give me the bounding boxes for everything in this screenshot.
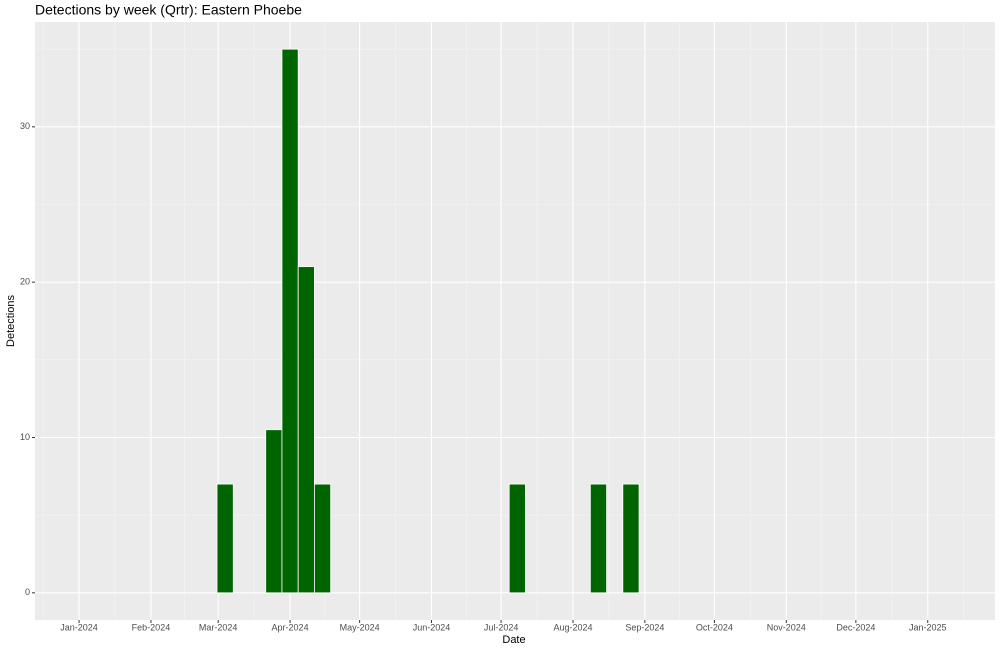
chart-title: Detections by week (Qrtr): Eastern Phoeb…: [35, 2, 302, 18]
bar: [216, 483, 234, 594]
y-tick-label: 30: [20, 121, 30, 131]
x-tick-label: May-2024: [340, 622, 380, 632]
x-tick-label: Mar-2024: [199, 622, 238, 632]
x-tick-label: Oct-2024: [696, 622, 733, 632]
x-axis-title: Date: [502, 634, 525, 646]
x-tick-label: Nov-2024: [767, 622, 806, 632]
y-tick-label: 20: [20, 277, 30, 287]
bar: [589, 483, 607, 594]
y-tick-label: 10: [20, 432, 30, 442]
y-axis-title: Detections: [5, 295, 17, 347]
bar: [314, 483, 332, 594]
x-tick-label: Sep-2024: [625, 622, 664, 632]
x-tick-label: Jun-2024: [413, 622, 451, 632]
x-tick-label: Apr-2024: [272, 622, 309, 632]
x-tick-label: Feb-2024: [132, 622, 171, 632]
bar: [265, 429, 283, 594]
x-tick-label: Dec-2024: [836, 622, 875, 632]
bar: [508, 483, 526, 594]
x-tick-label: Jul-2024: [484, 622, 519, 632]
bar: [622, 483, 640, 594]
bar: [281, 48, 299, 594]
bar: [297, 266, 315, 594]
y-tick-label: 0: [25, 587, 30, 597]
x-tick-label: Jan-2024: [60, 622, 98, 632]
x-tick-label: Aug-2024: [553, 622, 592, 632]
x-tick-label: Jan-2025: [909, 622, 947, 632]
